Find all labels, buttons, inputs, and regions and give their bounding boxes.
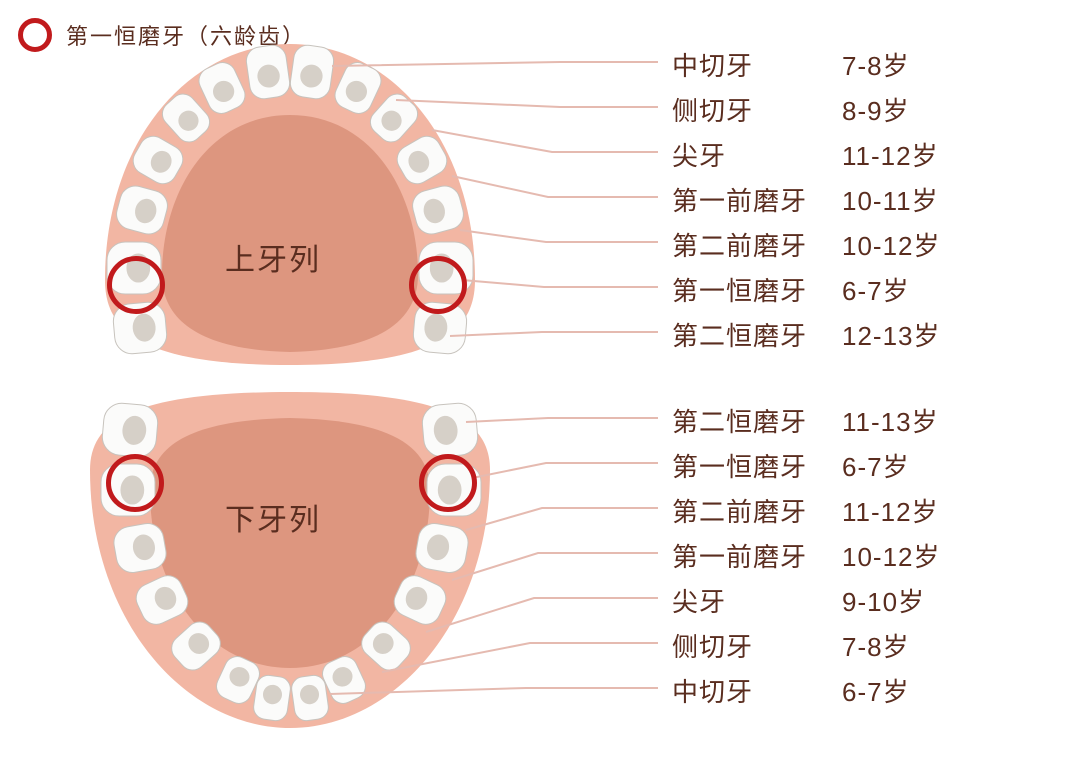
first-molar-marker — [106, 454, 164, 512]
lower-label-row: 第一前磨牙10-12岁 — [672, 537, 941, 574]
tooth-age: 6-7岁 — [842, 271, 910, 308]
lower-arch-label: 下牙列 — [225, 495, 321, 539]
lower-label-row: 侧切牙7-8岁 — [672, 627, 910, 664]
tooth-age: 10-12岁 — [842, 226, 941, 263]
diagram-svg — [0, 0, 1080, 764]
tooth-age: 7-8岁 — [842, 627, 910, 664]
tooth-name: 第一恒磨牙 — [672, 447, 842, 484]
lower-arch — [90, 392, 490, 728]
tooth-name: 第二前磨牙 — [672, 492, 842, 529]
tooth-age: 9-10岁 — [842, 582, 925, 619]
tooth-age: 6-7岁 — [842, 447, 910, 484]
tooth-name: 第一前磨牙 — [672, 537, 842, 574]
tooth-name: 第二恒磨牙 — [672, 316, 842, 353]
lower-label-row: 中切牙6-7岁 — [672, 672, 910, 709]
tooth-age: 12-13岁 — [842, 316, 941, 353]
tooth-name: 第二恒磨牙 — [672, 402, 842, 439]
upper-label-row: 第二前磨牙10-12岁 — [672, 226, 941, 263]
lower-label-row: 第一恒磨牙6-7岁 — [672, 447, 910, 484]
lower-label-row: 第二前磨牙11-12岁 — [672, 492, 939, 529]
tooth-age: 8-9岁 — [842, 91, 910, 128]
tooth-age: 6-7岁 — [842, 672, 910, 709]
lower-label-row: 第二恒磨牙11-13岁 — [672, 402, 939, 439]
tooth-name: 侧切牙 — [672, 627, 842, 664]
upper-label-row: 第一恒磨牙6-7岁 — [672, 271, 910, 308]
upper-label-row: 第一前磨牙10-11岁 — [672, 181, 939, 218]
tooth-name: 第二前磨牙 — [672, 226, 842, 263]
first-molar-marker — [107, 256, 165, 314]
tooth-name: 中切牙 — [672, 46, 842, 83]
lower-label-row: 尖牙9-10岁 — [672, 582, 925, 619]
tooth-name: 侧切牙 — [672, 91, 842, 128]
first-molar-marker — [409, 256, 467, 314]
diagram-stage: { "legend": { "label": "第一恒磨牙（六龄齿）", "ci… — [0, 0, 1080, 764]
tooth-age: 11-12岁 — [842, 492, 939, 529]
upper-label-row: 侧切牙8-9岁 — [672, 91, 910, 128]
tooth-age: 7-8岁 — [842, 46, 910, 83]
upper-label-row: 中切牙7-8岁 — [672, 46, 910, 83]
upper-arch-label: 上牙列 — [225, 235, 321, 279]
tooth-age: 11-12岁 — [842, 136, 939, 173]
tooth-name: 第一前磨牙 — [672, 181, 842, 218]
tooth-name: 第一恒磨牙 — [672, 271, 842, 308]
tooth-age: 11-13岁 — [842, 402, 939, 439]
upper-arch — [105, 43, 475, 365]
tooth-age: 10-12岁 — [842, 537, 941, 574]
tooth-name: 尖牙 — [672, 582, 842, 619]
tooth-age: 10-11岁 — [842, 181, 939, 218]
tooth-name: 尖牙 — [672, 136, 842, 173]
first-molar-marker — [419, 454, 477, 512]
upper-label-row: 尖牙11-12岁 — [672, 136, 939, 173]
tooth-name: 中切牙 — [672, 672, 842, 709]
upper-label-row: 第二恒磨牙12-13岁 — [672, 316, 941, 353]
